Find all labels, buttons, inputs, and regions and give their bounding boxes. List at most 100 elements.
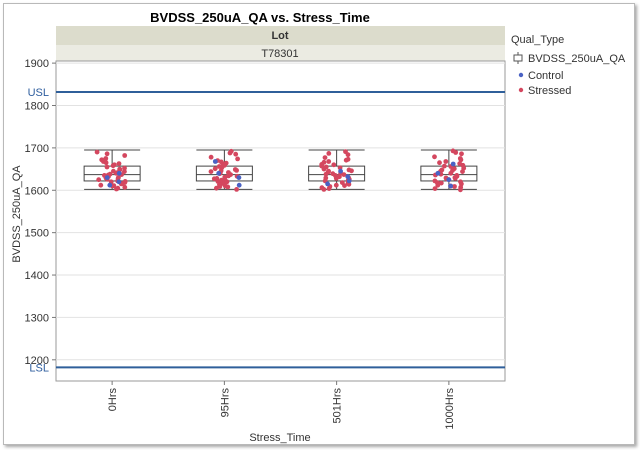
data-point-stressed bbox=[208, 169, 214, 175]
data-point-stressed bbox=[98, 182, 104, 188]
panel-header-label: Lot bbox=[271, 30, 288, 42]
data-point-stressed bbox=[235, 156, 241, 162]
data-point-control bbox=[116, 179, 122, 185]
data-point-stressed bbox=[234, 187, 240, 192]
x-tick-label: 1000Hrs bbox=[444, 388, 456, 430]
data-point-stressed bbox=[227, 150, 233, 156]
legend-box-label: BVDSS_250uA_QA bbox=[528, 53, 626, 65]
data-point-stressed bbox=[208, 154, 214, 160]
panel-header-band bbox=[56, 26, 505, 45]
y-tick-label: 1600 bbox=[25, 185, 49, 197]
data-point-stressed bbox=[458, 187, 463, 193]
data-point-stressed bbox=[330, 171, 336, 177]
y-tick-label: 1500 bbox=[25, 228, 49, 240]
y-tick-label: 1400 bbox=[25, 270, 49, 282]
data-point-stressed bbox=[459, 151, 464, 157]
data-point-stressed bbox=[225, 184, 231, 190]
data-point-stressed bbox=[326, 159, 332, 164]
data-point-stressed bbox=[435, 182, 441, 188]
data-point-control bbox=[216, 170, 222, 176]
data-point-control bbox=[104, 175, 110, 181]
data-point-stressed bbox=[460, 169, 465, 175]
data-point-control bbox=[448, 183, 453, 189]
chart-title: BVDSS_250uA_QA vs. Stress_Time bbox=[150, 10, 370, 25]
data-point-stressed bbox=[104, 151, 110, 157]
y-axis-title: BVDSS_250uA_QA bbox=[11, 165, 23, 263]
panel-value-label: T78301 bbox=[261, 48, 298, 60]
spec-label-usl: USL bbox=[28, 87, 49, 99]
data-point-control bbox=[345, 174, 351, 180]
y-tick-label: 1300 bbox=[25, 312, 49, 324]
data-point-stressed bbox=[432, 154, 437, 160]
data-point-stressed bbox=[341, 172, 347, 178]
data-point-control bbox=[446, 177, 452, 183]
data-point-stressed bbox=[319, 163, 325, 169]
data-point-stressed bbox=[326, 168, 331, 174]
x-axis-title: Stress_Time bbox=[249, 432, 310, 444]
data-point-stressed bbox=[453, 150, 459, 155]
data-point-stressed bbox=[94, 149, 100, 155]
chart-canvas: BVDSS_250uA_QA vs. Stress_Time Lot T7830… bbox=[11, 10, 626, 444]
legend-marker-stressed bbox=[518, 87, 524, 93]
data-point-stressed bbox=[339, 180, 345, 186]
data-point-stressed bbox=[212, 166, 218, 172]
data-point-stressed bbox=[107, 171, 113, 177]
data-point-stressed bbox=[457, 161, 463, 167]
legend-marker-control bbox=[518, 72, 524, 78]
spec-label-lsl: LSL bbox=[29, 362, 49, 374]
data-point-stressed bbox=[345, 156, 351, 162]
data-point-stressed bbox=[122, 165, 127, 171]
data-point-control bbox=[116, 170, 122, 176]
data-point-stressed bbox=[458, 179, 463, 185]
box-iqr bbox=[308, 165, 366, 182]
data-point-control bbox=[346, 178, 352, 184]
x-tick-label: 0Hrs bbox=[107, 388, 119, 412]
data-point-stressed bbox=[99, 157, 105, 163]
data-point-stressed bbox=[228, 172, 234, 178]
data-point-stressed bbox=[326, 186, 332, 192]
data-point-stressed bbox=[122, 169, 127, 175]
data-point-control bbox=[107, 182, 113, 188]
data-point-control bbox=[435, 170, 441, 176]
data-point-stressed bbox=[224, 179, 230, 185]
data-point-stressed bbox=[437, 160, 442, 166]
data-point-control bbox=[212, 159, 218, 164]
data-point-stressed bbox=[217, 184, 223, 189]
data-point-stressed bbox=[232, 167, 238, 172]
data-point-stressed bbox=[103, 160, 109, 166]
data-point-stressed bbox=[116, 161, 122, 167]
data-point-stressed bbox=[114, 186, 119, 192]
data-point-stressed bbox=[326, 151, 332, 156]
y-tick-label: 1700 bbox=[25, 143, 49, 155]
legend-label-control: Control bbox=[528, 70, 563, 82]
data-point-stressed bbox=[321, 187, 327, 192]
legend-label-stressed: Stressed bbox=[528, 85, 571, 97]
data-point-stressed bbox=[331, 162, 337, 168]
data-point-stressed bbox=[438, 180, 444, 186]
data-point-stressed bbox=[322, 155, 328, 161]
data-point-stressed bbox=[333, 176, 339, 181]
data-point-stressed bbox=[452, 184, 457, 189]
data-point-stressed bbox=[218, 159, 224, 165]
data-point-control bbox=[236, 175, 242, 181]
data-point-stressed bbox=[104, 164, 110, 170]
data-point-stressed bbox=[111, 183, 117, 189]
data-point-stressed bbox=[233, 151, 239, 157]
data-point-stressed bbox=[112, 162, 117, 168]
data-point-stressed bbox=[450, 168, 455, 173]
data-point-stressed bbox=[345, 152, 351, 158]
legend: Qual_Type BVDSS_250uA_QA Control Stresse… bbox=[511, 34, 626, 97]
x-tick-label: 95Hrs bbox=[219, 388, 231, 418]
data-point-stressed bbox=[122, 184, 128, 190]
data-point-stressed bbox=[346, 167, 352, 173]
data-point-stressed bbox=[122, 153, 128, 158]
chart-window: BVDSS_250uA_QA vs. Stress_Time Lot T7830… bbox=[3, 3, 635, 445]
data-point-control bbox=[450, 161, 456, 167]
y-tick-label: 1800 bbox=[25, 101, 49, 113]
data-point-control bbox=[325, 181, 330, 187]
x-tick-label: 501Hrs bbox=[332, 388, 344, 424]
data-point-control bbox=[338, 168, 343, 174]
legend-title: Qual_Type bbox=[511, 34, 564, 46]
data-point-stressed bbox=[122, 179, 128, 184]
data-point-stressed bbox=[457, 156, 463, 161]
